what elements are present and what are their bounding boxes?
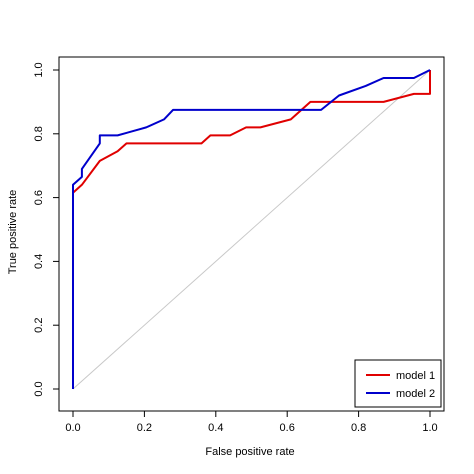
legend-label-model-2: model 2: [396, 388, 435, 400]
legend: model 1 model 2: [354, 359, 442, 408]
x-tick-label: 0.2: [137, 422, 152, 434]
series-line-model-2: [72, 69, 431, 389]
y-tick-label: 0.6: [33, 190, 45, 205]
x-axis-title: False positive rate: [205, 446, 294, 458]
series-line-model-1: [72, 70, 431, 389]
x-axis: 0.0 0.2 0.4 0.6 0.8 1.0: [65, 410, 438, 434]
legend-label-model-1: model 1: [396, 370, 435, 382]
x-tick-label: 1.0: [422, 422, 437, 434]
y-axis-title: True positive rate: [7, 190, 19, 275]
legend-box: [354, 359, 442, 408]
x-tick-label: 0.8: [351, 422, 366, 434]
diagonal-reference-line: [72, 69, 431, 390]
y-axis: 0.0 0.2 0.4 0.6 0.8 1.0: [33, 62, 60, 397]
y-tick-label: 1.0: [33, 62, 45, 77]
y-tick-label: 0.0: [33, 381, 45, 396]
y-tick-label: 0.8: [33, 126, 45, 141]
y-tick-label: 0.4: [33, 254, 45, 269]
x-tick-label: 0.0: [65, 422, 80, 434]
series-layer: [72, 69, 431, 389]
x-tick-label: 0.6: [280, 422, 295, 434]
x-tick-label: 0.4: [208, 422, 223, 434]
y-tick-label: 0.2: [33, 318, 45, 333]
